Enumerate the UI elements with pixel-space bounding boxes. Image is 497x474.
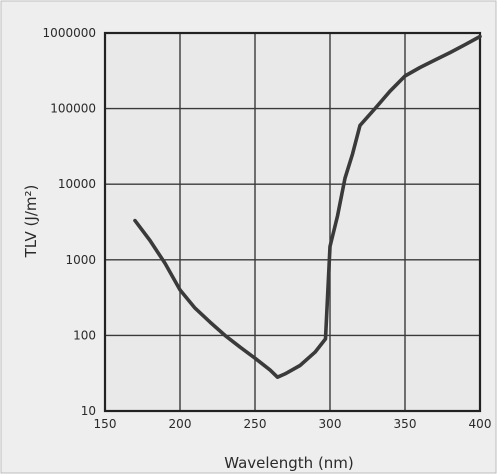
y-tick-label: 100000 bbox=[50, 102, 96, 116]
x-tick-label: 250 bbox=[244, 417, 267, 431]
y-tick-label: 10 bbox=[81, 404, 96, 418]
x-tick-label: 350 bbox=[394, 417, 417, 431]
x-tick-label: 300 bbox=[319, 417, 342, 431]
x-axis-label: Wavelength (nm) bbox=[224, 454, 354, 472]
y-tick-label: 10000 bbox=[58, 177, 96, 191]
tlv-curve-line bbox=[133, 34, 482, 380]
plot-area bbox=[105, 33, 480, 411]
y-tick-label: 1000000 bbox=[43, 26, 96, 40]
x-tick-label: 200 bbox=[169, 417, 192, 431]
x-tick-label: 150 bbox=[94, 417, 117, 431]
y-tick-label: 100 bbox=[73, 328, 96, 342]
series-layer bbox=[133, 34, 482, 380]
gridlines bbox=[103, 31, 482, 413]
y-axis-label: TLV (J/m²) bbox=[22, 185, 40, 259]
y-tick-label: 1000 bbox=[65, 253, 96, 267]
plot-frame bbox=[103, 31, 482, 413]
tick-labels: 150 200 250 300 350 400 10 100 1000 10000 100000 10… bbox=[43, 26, 492, 431]
x-tick-label: 400 bbox=[469, 417, 492, 431]
plot-background bbox=[105, 33, 480, 411]
